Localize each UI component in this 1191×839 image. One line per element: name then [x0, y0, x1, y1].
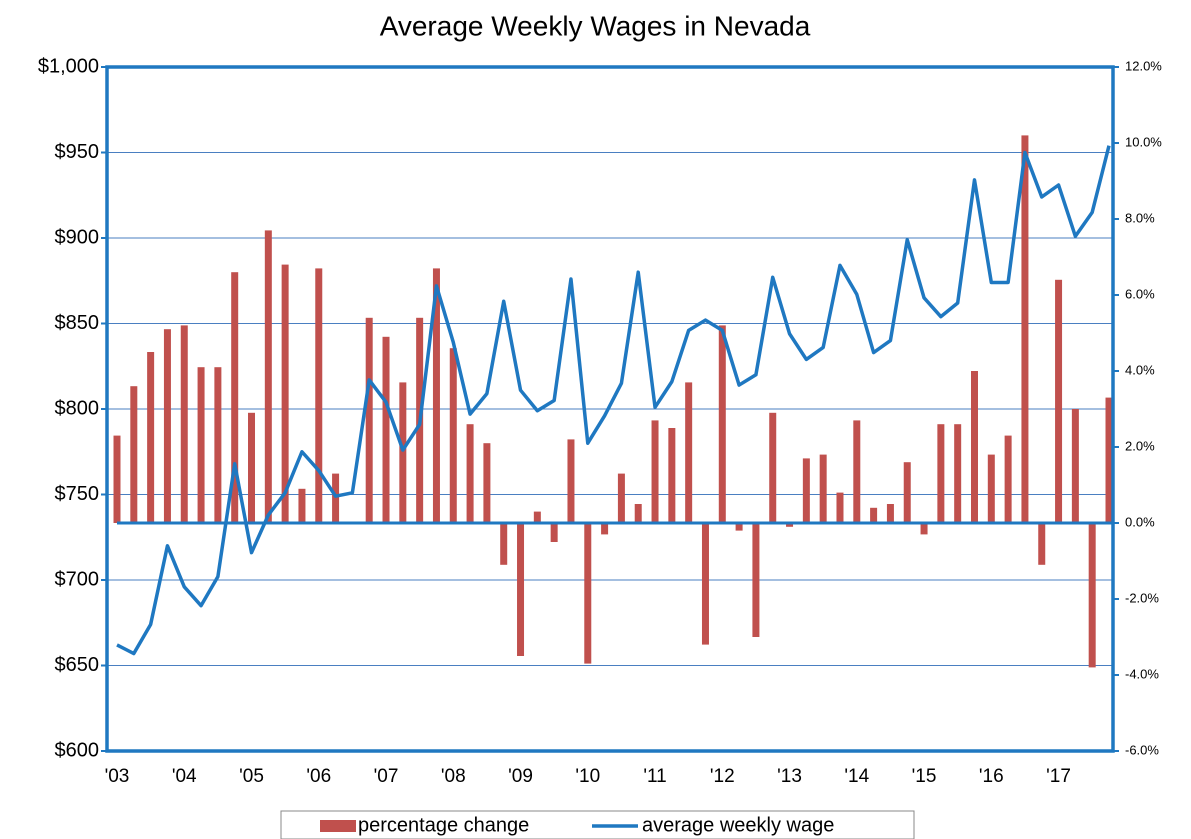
- bar: [1055, 279, 1063, 523]
- y-tick-label: $650: [55, 654, 100, 676]
- bar: [248, 412, 256, 523]
- y2-tick-label: 0.0%: [1125, 514, 1155, 529]
- legend-label: average weekly wage: [642, 814, 834, 836]
- bar: [954, 424, 962, 523]
- bar: [584, 523, 592, 664]
- bar: [113, 435, 121, 523]
- bar: [853, 420, 861, 523]
- bar: [903, 462, 911, 523]
- y-tick-label: $600: [55, 739, 100, 761]
- x-tick-label: '17: [1046, 766, 1071, 787]
- bar: [937, 424, 945, 523]
- bar: [231, 272, 239, 523]
- bar: [1088, 523, 1096, 668]
- bar: [836, 492, 844, 523]
- legend-swatch: [320, 820, 356, 832]
- bar: [517, 523, 525, 656]
- bar: [1105, 397, 1113, 523]
- bar: [920, 523, 928, 535]
- bar: [617, 473, 625, 523]
- x-tick-label: '13: [777, 766, 802, 787]
- x-tick-label: '07: [374, 766, 399, 787]
- bar: [769, 412, 777, 523]
- bar: [1021, 135, 1029, 523]
- plot-border: [105, 65, 1115, 753]
- bar: [870, 507, 878, 523]
- bar: [449, 348, 457, 523]
- y2-tick-label: -4.0%: [1125, 666, 1159, 681]
- y2-tick-label: 6.0%: [1125, 286, 1155, 301]
- y2-tick-label: -6.0%: [1125, 742, 1159, 757]
- bar: [735, 523, 743, 531]
- x-tick-label: '11: [643, 766, 666, 787]
- bar: [685, 382, 693, 523]
- bar: [466, 424, 474, 523]
- bar: [399, 382, 407, 523]
- y-tick-label: $700: [55, 568, 100, 590]
- bar: [987, 454, 995, 523]
- bar: [550, 523, 558, 542]
- chart-title: Average Weekly Wages in Nevada: [380, 10, 811, 41]
- bar: [197, 367, 205, 523]
- y-tick-label: $950: [55, 141, 100, 163]
- y-tick-label: $800: [55, 397, 100, 419]
- x-tick-label: '08: [441, 766, 466, 787]
- bar: [634, 504, 642, 523]
- bar: [668, 428, 676, 523]
- bar: [483, 443, 491, 523]
- bar: [819, 454, 827, 523]
- bar: [970, 371, 978, 523]
- bar: [802, 458, 810, 523]
- y2-tick-label: 12.0%: [1125, 58, 1162, 73]
- y-tick-label: $850: [55, 312, 100, 334]
- y2-tick-label: -2.0%: [1125, 590, 1159, 605]
- y2-tick-label: 2.0%: [1125, 438, 1155, 453]
- y-tick-label: $900: [55, 226, 100, 248]
- x-tick-label: '14: [844, 766, 869, 787]
- y2-tick-label: 8.0%: [1125, 210, 1155, 225]
- bar: [365, 317, 373, 523]
- x-tick-label: '05: [239, 766, 264, 787]
- bar: [163, 329, 171, 523]
- bar: [281, 264, 289, 523]
- legend-label: percentage change: [358, 814, 529, 836]
- x-tick-label: '16: [979, 766, 1004, 787]
- bar: [567, 439, 575, 523]
- line: [116, 145, 1111, 656]
- bar: [752, 523, 760, 637]
- bar: [432, 268, 440, 523]
- bar: [601, 523, 609, 535]
- bar: [315, 268, 323, 523]
- x-tick-label: '15: [912, 766, 937, 787]
- bar: [298, 488, 306, 523]
- bar: [786, 523, 794, 527]
- bar: [130, 386, 138, 523]
- x-tick-label: '10: [575, 766, 600, 787]
- x-tick-label: '06: [306, 766, 331, 787]
- bar: [1071, 409, 1079, 523]
- bar: [1038, 523, 1046, 565]
- y-tick-label: $1,000: [38, 55, 99, 77]
- x-tick-label: '03: [105, 766, 130, 787]
- y2-tick-label: 4.0%: [1125, 362, 1155, 377]
- x-tick-label: '12: [710, 766, 735, 787]
- bar: [382, 336, 390, 523]
- bar: [1004, 435, 1012, 523]
- x-tick-label: '04: [172, 766, 197, 787]
- bar: [701, 523, 709, 645]
- bar: [180, 325, 188, 523]
- bar: [332, 473, 340, 523]
- bar: [533, 511, 541, 523]
- bar: [214, 367, 222, 523]
- bar: [886, 504, 894, 523]
- bar: [651, 420, 659, 523]
- bar: [264, 230, 272, 523]
- y-tick-label: $750: [55, 483, 100, 505]
- x-tick-label: '09: [508, 766, 533, 787]
- bar: [500, 523, 508, 565]
- bar: [147, 352, 155, 523]
- y2-tick-label: 10.0%: [1125, 134, 1162, 149]
- bar: [718, 325, 726, 523]
